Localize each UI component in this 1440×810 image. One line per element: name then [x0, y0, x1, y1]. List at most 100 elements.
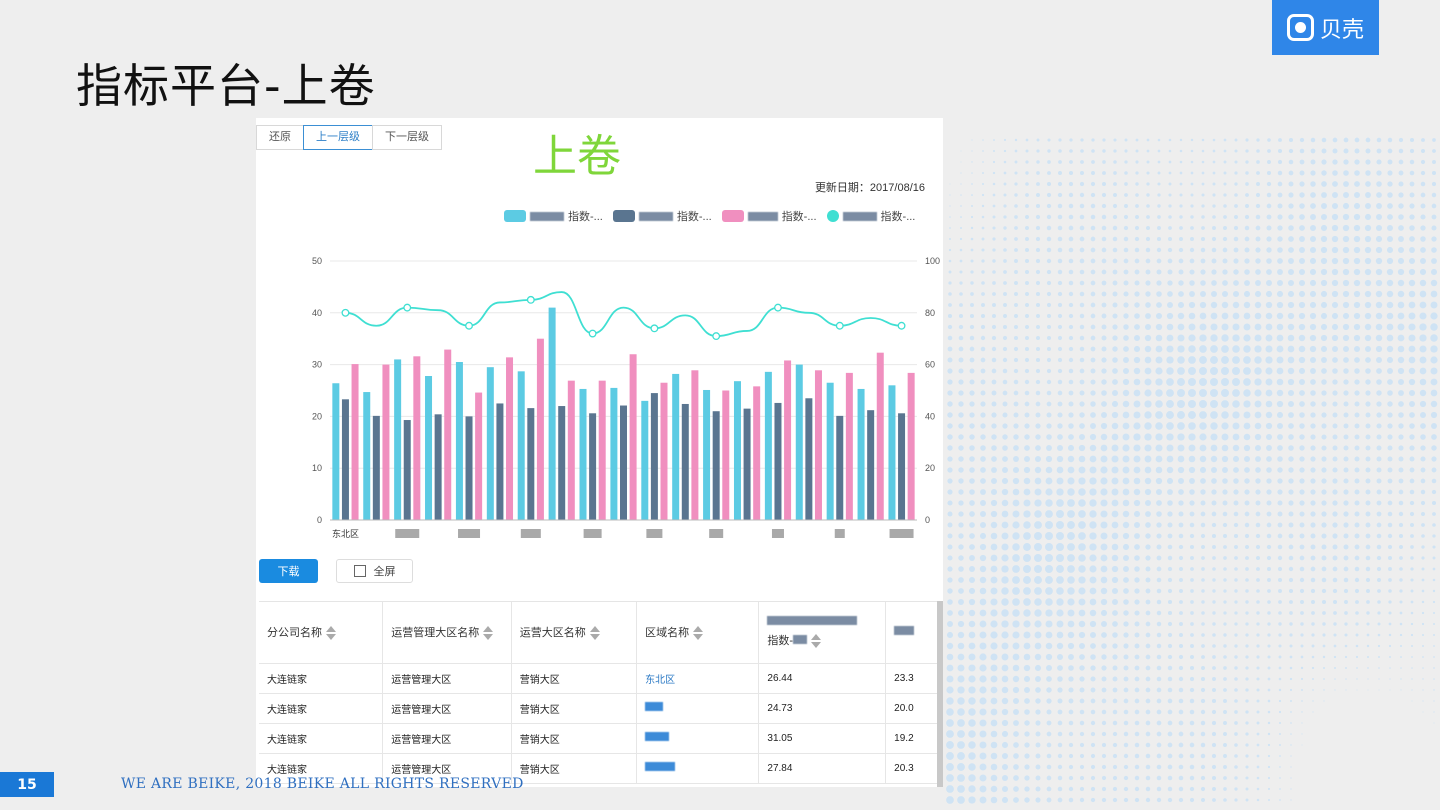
- bar: [712, 411, 720, 520]
- region-link[interactable]: [636, 753, 760, 784]
- bar: [681, 403, 689, 520]
- table-cell: 大连链家: [259, 753, 384, 784]
- bar: [907, 372, 915, 520]
- line-point: [526, 295, 535, 304]
- bar: [363, 392, 371, 520]
- sort-icon: [483, 626, 494, 641]
- line-point: [774, 303, 782, 312]
- table-cell: 大连链家: [259, 723, 384, 754]
- bar: [620, 405, 627, 520]
- page-number: 15: [0, 772, 54, 797]
- region-link[interactable]: [636, 723, 760, 754]
- reset-button[interactable]: 还原: [256, 125, 304, 150]
- beike-logo-icon: [1286, 14, 1314, 41]
- fullscreen-button[interactable]: 全屏: [336, 559, 413, 583]
- table-cell: 运营管理大区: [382, 693, 512, 724]
- download-button[interactable]: 下载: [259, 559, 318, 583]
- bar: [341, 399, 349, 520]
- legend-item[interactable]: 指数-...: [721, 208, 817, 224]
- y2-tick-label: 20: [925, 463, 935, 473]
- column-header[interactable]: [885, 602, 943, 664]
- region-link[interactable]: 东北区: [636, 663, 760, 694]
- bar: [898, 413, 906, 520]
- masked-text: [530, 211, 564, 221]
- bar: [579, 388, 587, 520]
- line-point: [712, 332, 721, 341]
- table-row[interactable]: 大连链家 运营管理大区 营销大区 31.05 19.2: [259, 723, 943, 754]
- masked-text: [645, 702, 664, 711]
- combo-chart: 0 10 20 30 40 50 0 20 40 60 80 100 东北区: [312, 256, 940, 539]
- bar: [641, 400, 649, 520]
- masked-text: [793, 635, 808, 645]
- y2-tick-label: 40: [925, 411, 935, 421]
- bar: [703, 389, 711, 520]
- table-cell: 大连链家: [259, 693, 384, 724]
- y-tick-label: 40: [312, 308, 322, 318]
- bar: [764, 371, 772, 520]
- bar: [527, 408, 535, 520]
- masked-text: [638, 211, 673, 221]
- table-cell: 营销大区: [511, 753, 638, 784]
- bar: [517, 371, 525, 520]
- drill-up-button[interactable]: 上一层级: [303, 125, 373, 150]
- legend-swatch: [826, 210, 839, 222]
- y-tick-label: 20: [312, 411, 322, 421]
- bar: [774, 402, 782, 520]
- table-cell: 20.0: [885, 693, 943, 724]
- bar: [784, 360, 792, 520]
- update-date: 更新日期：2017/08/16: [814, 182, 925, 194]
- x-tick-label-masked: [889, 529, 914, 538]
- table-cell: 19.2: [885, 723, 943, 754]
- legend-item[interactable]: 指数-...: [612, 208, 712, 224]
- column-header[interactable]: 运营管理大区名称: [382, 602, 512, 664]
- y2-tick-label: 100: [925, 256, 940, 266]
- bar: [867, 410, 875, 520]
- x-tick-label-masked: [520, 529, 541, 538]
- bar: [372, 415, 380, 520]
- legend-swatch: [721, 210, 744, 222]
- table-cell: 运营管理大区: [382, 663, 512, 694]
- line-point: [341, 308, 350, 317]
- bar: [888, 385, 896, 520]
- drill-toolbar: 还原 上一层级 下一层级: [256, 125, 442, 150]
- bar: [465, 416, 473, 520]
- table-cell: 大连链家: [259, 663, 384, 694]
- column-header[interactable]: 区域名称: [636, 602, 760, 664]
- column-header[interactable]: 指数-: [758, 602, 887, 664]
- x-tick-label-masked: [646, 529, 663, 538]
- y2-tick-label: 80: [925, 308, 935, 318]
- bar: [826, 382, 834, 520]
- beike-logo: 贝壳: [1272, 0, 1379, 55]
- legend-swatch: [504, 210, 526, 222]
- x-tick-label-masked: [395, 529, 420, 538]
- bar: [753, 386, 761, 520]
- footer-copyright: WE ARE BEIKE, 2018 BEIKE ALL RIGHTS RESE…: [121, 776, 524, 792]
- bar: [413, 356, 421, 520]
- data-table-container: 分公司名称 运营管理大区名称 运营大区名称 区域名称 指数- 大连链家 运营管理…: [259, 601, 943, 787]
- legend-label: 指数-...: [880, 211, 916, 223]
- table-cell: 营销大区: [511, 723, 638, 754]
- table-scrollbar[interactable]: [937, 601, 943, 787]
- table-cell: 营销大区: [511, 693, 638, 724]
- masked-text: [842, 211, 877, 221]
- bar: [733, 381, 741, 520]
- drill-down-button[interactable]: 下一层级: [372, 125, 442, 150]
- table-row[interactable]: 大连链家 运营管理大区 营销大区 东北区 26.44 23.3: [259, 663, 943, 694]
- legend-item[interactable]: 指数-...: [504, 208, 603, 224]
- table-cell: 24.73: [758, 693, 887, 724]
- bar: [496, 403, 504, 520]
- legend-item[interactable]: 指数-...: [826, 208, 916, 224]
- sort-icon: [589, 626, 600, 641]
- bar: [558, 406, 566, 520]
- bar: [672, 373, 680, 520]
- table-row[interactable]: 大连链家 运营管理大区 营销大区 24.73 20.0: [259, 693, 943, 724]
- slide-title: 指标平台-上卷: [76, 59, 376, 113]
- column-header[interactable]: 运营大区名称: [511, 602, 638, 664]
- bar: [629, 354, 637, 520]
- sort-icon: [693, 626, 704, 641]
- table-row[interactable]: 大连链家 运营管理大区 营销大区 27.84 20.3: [259, 753, 943, 784]
- region-link[interactable]: [636, 693, 760, 724]
- bar: [382, 364, 390, 520]
- masked-text: [767, 616, 858, 626]
- column-header[interactable]: 分公司名称: [259, 602, 384, 664]
